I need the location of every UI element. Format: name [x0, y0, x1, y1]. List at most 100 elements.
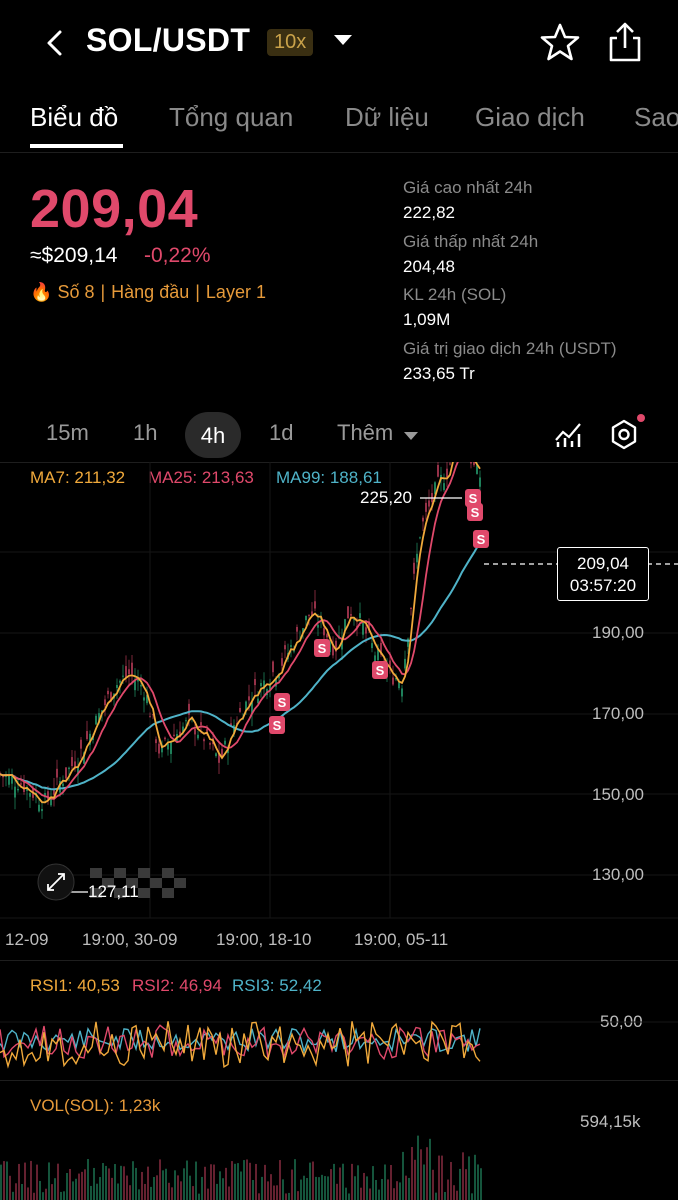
candle-body [353, 619, 355, 621]
volume-bar [213, 1164, 215, 1200]
tab-trades[interactable]: Giao dịch [475, 102, 585, 132]
svg-text:S: S [469, 491, 478, 506]
candle-body [251, 702, 253, 715]
volume-bar [282, 1179, 284, 1200]
candle-body [44, 793, 46, 798]
volume-bar [144, 1183, 146, 1200]
star-icon[interactable] [540, 22, 580, 62]
volume-bar [159, 1159, 161, 1200]
sell-marker[interactable]: S [467, 503, 483, 521]
volume-bar [129, 1185, 131, 1200]
candle-body [224, 740, 226, 745]
rsi2-line [0, 1024, 481, 1061]
ma99-legend: MA99: 188,61 [276, 468, 382, 487]
volume-bar [105, 1165, 107, 1200]
candle-body [200, 722, 202, 726]
candle-body [134, 679, 136, 691]
candle-body [473, 462, 475, 466]
volume-bar [336, 1183, 338, 1200]
timeframe-1h[interactable]: 1h [133, 420, 158, 445]
volume-max-tick: 594,15k [580, 1112, 641, 1131]
candle-body [95, 715, 97, 725]
candle-body [275, 677, 277, 687]
timeframe-15m[interactable]: 15m [46, 420, 89, 445]
volume-bar [450, 1161, 452, 1200]
volume-bar [120, 1165, 122, 1200]
usd-price: ≈$209,14 [30, 244, 118, 267]
candle-body [203, 739, 205, 742]
timeframe-4h[interactable]: 4h [185, 412, 241, 458]
tag-layer[interactable]: Layer 1 [205, 282, 266, 302]
tab-more[interactable]: Sao [634, 102, 678, 132]
rsi2-legend: RSI2: 46,94 [132, 976, 222, 995]
tab-chart[interactable]: Biểu đồ [30, 102, 119, 132]
back-arrow-icon[interactable] [40, 26, 70, 60]
volume-bar [150, 1186, 152, 1200]
volume-bar [417, 1135, 419, 1200]
timeframe-1d[interactable]: 1d [269, 420, 294, 445]
volume-bar [156, 1175, 158, 1200]
volume-bar [81, 1171, 83, 1200]
settings-icon[interactable] [608, 418, 640, 452]
candle-body [14, 786, 16, 798]
volume-bar [3, 1161, 5, 1200]
volume-bar [111, 1177, 113, 1200]
volume-bar [30, 1160, 32, 1200]
y-tick: 170,00 [592, 704, 644, 723]
chevron-down-icon[interactable] [404, 432, 418, 440]
volume-bar [399, 1182, 401, 1200]
candle-body [230, 723, 232, 727]
candle-body [20, 783, 22, 785]
candle-body [419, 537, 421, 539]
candle-body [38, 804, 40, 812]
sell-marker[interactable]: S [314, 639, 330, 657]
candle-body [188, 703, 190, 715]
volume-bar [480, 1168, 482, 1200]
share-icon[interactable] [606, 20, 644, 64]
volume-bar [432, 1169, 434, 1200]
sell-marker[interactable]: S [465, 489, 481, 507]
high-24h-value: 222,82 [403, 203, 455, 222]
volume-bar [63, 1191, 65, 1200]
tag-rank[interactable]: Số 8 [57, 282, 95, 302]
volume-bar [387, 1179, 389, 1200]
tag-category[interactable]: Hàng đầu [111, 282, 190, 302]
svg-text:S: S [477, 532, 486, 547]
candle-body [365, 627, 367, 634]
sell-marker[interactable]: S [269, 716, 285, 734]
candle-body [227, 749, 229, 754]
candle-body [23, 780, 25, 792]
sell-marker[interactable]: S [372, 661, 388, 679]
countdown-label: 03:57:20 [569, 576, 637, 595]
pair-title[interactable]: SOL/USDT [86, 22, 251, 58]
volume-chart[interactable] [0, 1120, 678, 1200]
volume-bar [249, 1162, 251, 1200]
volume-bar [258, 1193, 260, 1200]
tab-data[interactable]: Dữ liệu [345, 102, 429, 132]
volume-bar [153, 1176, 155, 1200]
indicator-icon[interactable] [553, 420, 583, 450]
y-tick: 190,00 [592, 623, 644, 642]
volume-bar [453, 1185, 455, 1200]
rsi-chart[interactable] [0, 1000, 678, 1080]
timeframe-more[interactable]: Thêm [337, 420, 394, 445]
chevron-down-icon[interactable] [334, 35, 352, 45]
volume-bar [366, 1176, 368, 1200]
sell-marker[interactable]: S [473, 530, 489, 548]
volume-bar [333, 1163, 335, 1200]
volume-bar [48, 1162, 50, 1200]
volume-bar [147, 1166, 149, 1200]
svg-text:S: S [278, 695, 287, 710]
volume-bar [84, 1169, 86, 1200]
tab-overview[interactable]: Tổng quan [169, 102, 294, 132]
candle-body [194, 728, 196, 735]
candle-body [416, 553, 418, 563]
volume-bar [15, 1183, 17, 1200]
volume-bar [345, 1187, 347, 1200]
candle-body [476, 463, 478, 474]
sell-marker[interactable]: S [274, 693, 290, 711]
candle-body [185, 720, 187, 722]
expand-icon[interactable] [37, 863, 75, 901]
candle-body [377, 648, 379, 661]
